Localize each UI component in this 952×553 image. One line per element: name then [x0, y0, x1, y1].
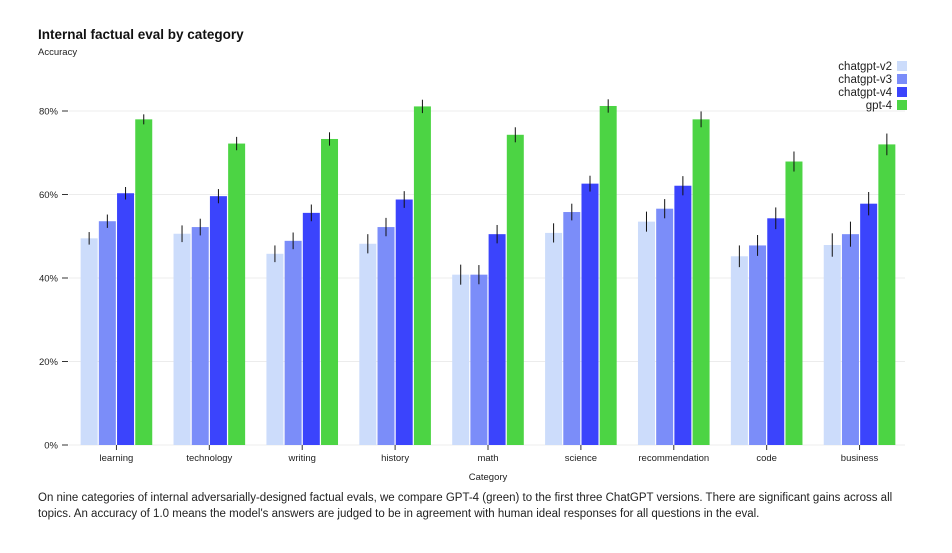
bar-chatgpt-v3-history	[377, 227, 395, 445]
bar-chatgpt-v4-business	[860, 203, 878, 445]
legend-swatch	[897, 100, 907, 110]
y-axis-label: Accuracy	[38, 47, 78, 58]
x-tick-label: code	[756, 453, 777, 464]
x-tick-label: history	[381, 453, 409, 464]
chart-caption: On nine categories of internal adversari…	[38, 492, 893, 520]
bar-gpt-4-technology	[228, 143, 246, 445]
bar-chatgpt-v2-code	[730, 256, 748, 445]
bar-gpt-4-history	[413, 106, 431, 445]
bar-chatgpt-v4-recommendation	[674, 185, 692, 446]
bar-chatgpt-v4-writing	[302, 212, 320, 445]
bar-chart: 0% 20% 40% 60% 80% learning technology writing h…	[39, 61, 907, 483]
x-tick-label: recommendation	[638, 453, 709, 464]
x-tick-label: writing	[287, 453, 315, 464]
bar-chatgpt-v3-science	[563, 212, 581, 445]
bar-chatgpt-v3-writing	[284, 240, 302, 445]
y-tick-label: 20%	[39, 357, 59, 368]
bar-chatgpt-v3-learning	[98, 221, 116, 445]
y-tick-label: 60%	[39, 190, 59, 201]
bar-chatgpt-v2-recommendation	[637, 221, 655, 445]
bar-gpt-4-recommendation	[692, 119, 710, 445]
bar-chatgpt-v4-math	[488, 234, 506, 445]
bar-chatgpt-v4-history	[395, 199, 413, 445]
y-tick-label: 40%	[39, 274, 59, 285]
bar-chatgpt-v3-technology	[191, 227, 209, 445]
bar-chatgpt-v2-technology	[173, 233, 191, 445]
y-tick-label: 0%	[44, 441, 58, 452]
legend-swatch	[897, 87, 907, 97]
x-tick-label: business	[841, 453, 879, 464]
x-tick-label: technology	[186, 453, 232, 464]
y-tick-label: 80%	[39, 107, 59, 118]
bar-chatgpt-v3-business	[841, 234, 859, 445]
bar-chatgpt-v4-code	[767, 218, 785, 445]
bar-chatgpt-v4-science	[581, 183, 599, 445]
bar-gpt-4-science	[599, 105, 617, 446]
bar-chatgpt-v3-math	[470, 274, 488, 445]
bar-gpt-4-writing	[321, 138, 339, 445]
bar-chatgpt-v2-science	[545, 232, 563, 445]
bar-chatgpt-v3-recommendation	[656, 208, 674, 445]
bar-chatgpt-v2-history	[359, 243, 377, 445]
bar-chatgpt-v2-business	[823, 245, 841, 445]
bar-chatgpt-v4-learning	[117, 193, 135, 445]
bar-gpt-4-learning	[135, 119, 153, 445]
bar-chatgpt-v3-code	[749, 245, 767, 445]
chart-title: Internal factual eval by category	[38, 27, 244, 42]
bar-gpt-4-math	[506, 134, 524, 446]
bar-chatgpt-v4-technology	[209, 196, 227, 445]
legend-label: gpt-4	[866, 100, 893, 112]
legend-swatch	[897, 74, 907, 84]
legend-label: chatgpt-v4	[838, 87, 892, 99]
x-tick-label: math	[477, 453, 498, 464]
bar-chatgpt-v2-learning	[80, 238, 98, 445]
x-tick-label: science	[565, 453, 597, 464]
bar-chatgpt-v2-math	[452, 274, 470, 445]
bar-gpt-4-code	[785, 161, 803, 445]
legend-label: chatgpt-v2	[838, 61, 892, 73]
bar-gpt-4-business	[878, 144, 896, 445]
bar-chatgpt-v2-writing	[266, 253, 284, 445]
x-tick-label: learning	[100, 453, 134, 464]
legend-label: chatgpt-v3	[838, 74, 892, 86]
x-axis-label: Category	[469, 472, 508, 483]
legend-swatch	[897, 61, 907, 71]
